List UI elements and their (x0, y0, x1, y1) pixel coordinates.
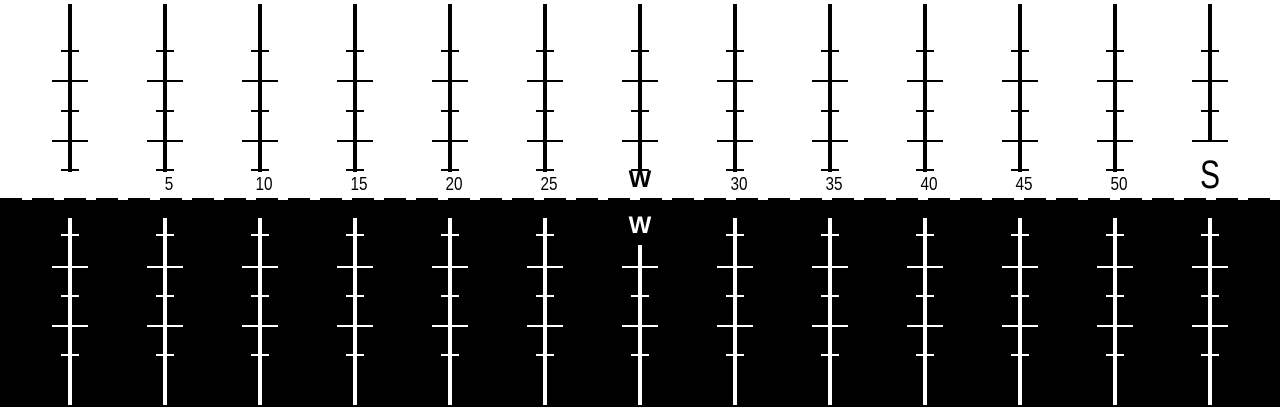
heading-label-15: 15 (350, 174, 368, 194)
heading-label-5: 5 (164, 174, 174, 194)
heading-label-30: 30 (730, 174, 748, 194)
heading-label-west: W (628, 166, 652, 193)
heading-label-10: 10 (255, 174, 273, 194)
heading-label-45: 45 (1015, 174, 1033, 194)
compass-tape-top (52, 4, 1228, 172)
heading-label-25: 25 (540, 174, 558, 194)
heading-label-south: S (1199, 153, 1221, 197)
heading-label-50: 50 (1110, 174, 1128, 194)
heading-label-35: 35 (825, 174, 843, 194)
heading-label-bottom-west: W (628, 212, 652, 239)
compass-tape-bottom (52, 218, 1228, 405)
heading-label-20: 20 (445, 174, 463, 194)
heading-label-40: 40 (920, 174, 938, 194)
dashed-divider (0, 198, 1280, 202)
